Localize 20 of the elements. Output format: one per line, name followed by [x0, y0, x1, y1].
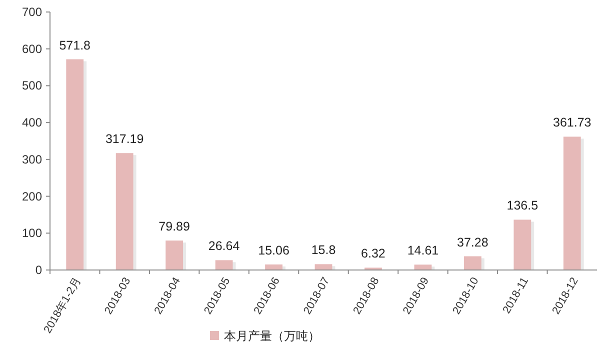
data-label: 79.89 [158, 220, 190, 234]
data-label: 361.73 [553, 116, 592, 130]
y-tick-label: 600 [22, 42, 42, 56]
data-label: 14.61 [407, 244, 439, 258]
data-label: 26.64 [208, 239, 240, 254]
data-label: 136.5 [506, 198, 538, 213]
data-label: 37.28 [457, 235, 488, 250]
y-tick-label: 400 [22, 116, 42, 130]
y-tick-label: 100 [22, 226, 42, 240]
y-tick-label: 500 [22, 78, 42, 93]
data-label: 571.8 [59, 38, 91, 52]
y-tick-label: 700 [22, 5, 42, 19]
data-label: 6.32 [361, 246, 386, 261]
y-tick-label: 0 [35, 263, 42, 277]
data-label: 15.06 [258, 243, 290, 258]
legend-label: 本月产量（万吨） [224, 329, 320, 343]
data-label: 317.19 [105, 132, 144, 146]
y-tick-label: 300 [22, 152, 42, 166]
data-label: 15.8 [311, 243, 336, 258]
y-tick-label: 200 [22, 189, 42, 204]
